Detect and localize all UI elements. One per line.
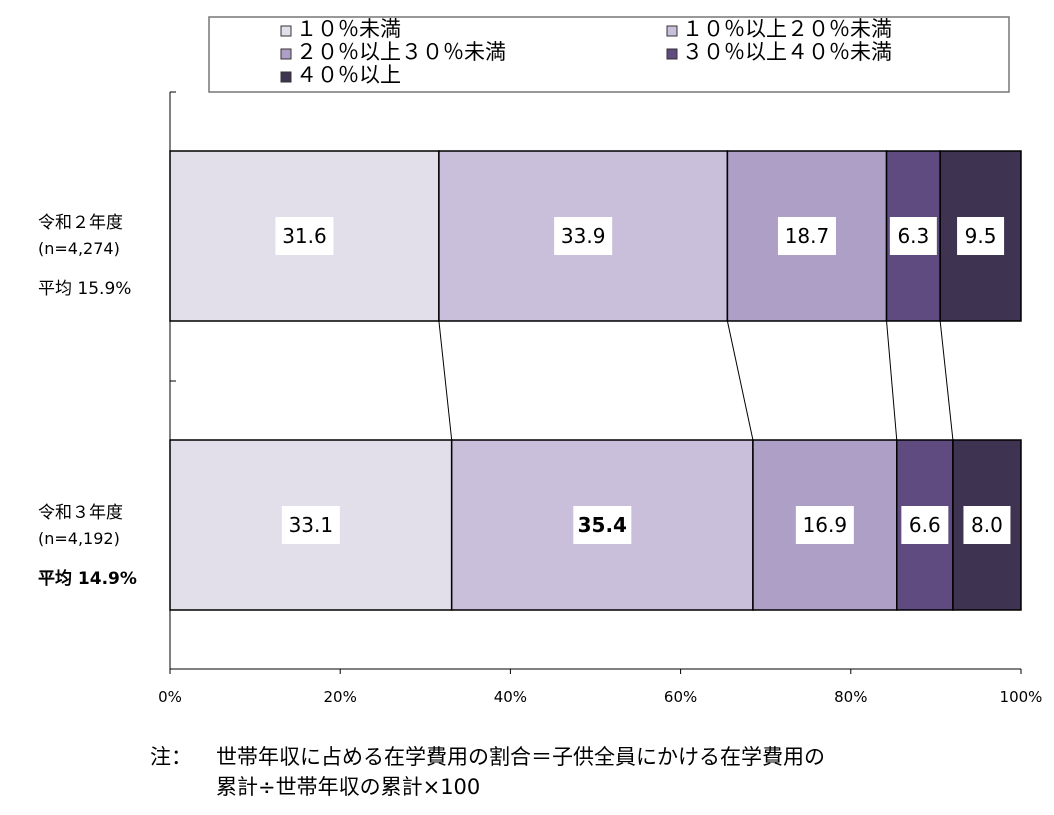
legend-label: １０％未満	[296, 17, 401, 41]
data-label-box	[777, 217, 836, 255]
legend-box	[208, 16, 1010, 93]
footnote-label: 注：	[150, 745, 192, 769]
data-label: 9.5	[965, 224, 997, 248]
legend-label: １０％以上２０％未満	[682, 17, 892, 41]
legend-swatch	[280, 48, 292, 60]
legend-swatch	[666, 25, 678, 37]
data-label: 33.1	[289, 513, 334, 537]
category-name: 令和２年度	[38, 213, 123, 233]
data-label: 33.9	[561, 224, 606, 248]
data-label-box	[901, 506, 949, 544]
stacked-bar-chart: １０％未満 １０％以上２０％未満 ２０％以上３０％未満 ３０％以上４０％未満 ４０％以上…	[158, 16, 1043, 706]
data-label-box	[957, 217, 1005, 255]
series-connector-line	[939, 320, 954, 441]
legend-label: ２０％以上３０％未満	[296, 40, 506, 64]
x-tick-label: 60%	[664, 688, 697, 706]
x-tick-label: 100%	[1000, 688, 1043, 706]
category-average: 平均 15.9%	[38, 279, 132, 299]
category-name: 令和３年度	[38, 503, 123, 523]
category-n: (n=4,192)	[38, 529, 120, 548]
data-label: 16.9	[803, 513, 848, 537]
series-connector-line	[726, 320, 754, 441]
data-label-box	[573, 506, 632, 544]
x-tick-label: 80%	[834, 688, 867, 706]
footnote: 注： 世帯年収に占める在学費用の割合＝子供全員にかける在学費用の 累計÷世帯年収の…	[150, 742, 825, 802]
data-label-box	[963, 506, 1011, 544]
data-label: 18.7	[785, 224, 830, 248]
data-label: 6.3	[897, 224, 929, 248]
legend-label: ３０％以上４０％未満	[682, 40, 892, 64]
data-label-box	[554, 217, 613, 255]
footnote-line-1: 世帯年収に占める在学費用の割合＝子供全員にかける在学費用の	[216, 745, 825, 769]
category-n: (n=4,274)	[38, 239, 120, 258]
legend-label: ４０％以上	[296, 63, 401, 87]
legend-swatch	[280, 25, 292, 37]
x-tick-label: 40%	[494, 688, 527, 706]
category-label-1: 令和３年度 (n=4,192) 平均 14.9%	[38, 500, 137, 592]
data-label: 31.6	[282, 224, 327, 248]
category-label-0: 令和２年度 (n=4,274) 平均 15.9%	[38, 210, 131, 302]
data-label-box	[275, 217, 334, 255]
x-tick-label: 20%	[324, 688, 357, 706]
category-average: 平均 14.9%	[38, 569, 137, 589]
data-label: 6.6	[909, 513, 941, 537]
data-label: 35.4	[578, 513, 627, 537]
legend-swatch	[666, 48, 678, 60]
data-label-box	[281, 506, 340, 544]
series-connector-line	[438, 320, 453, 441]
footnote-line-2: 累計÷世帯年収の累計×100	[216, 775, 481, 799]
x-tick-label: 0%	[158, 688, 182, 706]
legend-swatch	[280, 71, 292, 83]
data-label: 8.0	[971, 513, 1003, 537]
data-label-box	[795, 506, 854, 544]
series-connector-line	[886, 320, 898, 441]
data-label-box	[889, 217, 937, 255]
